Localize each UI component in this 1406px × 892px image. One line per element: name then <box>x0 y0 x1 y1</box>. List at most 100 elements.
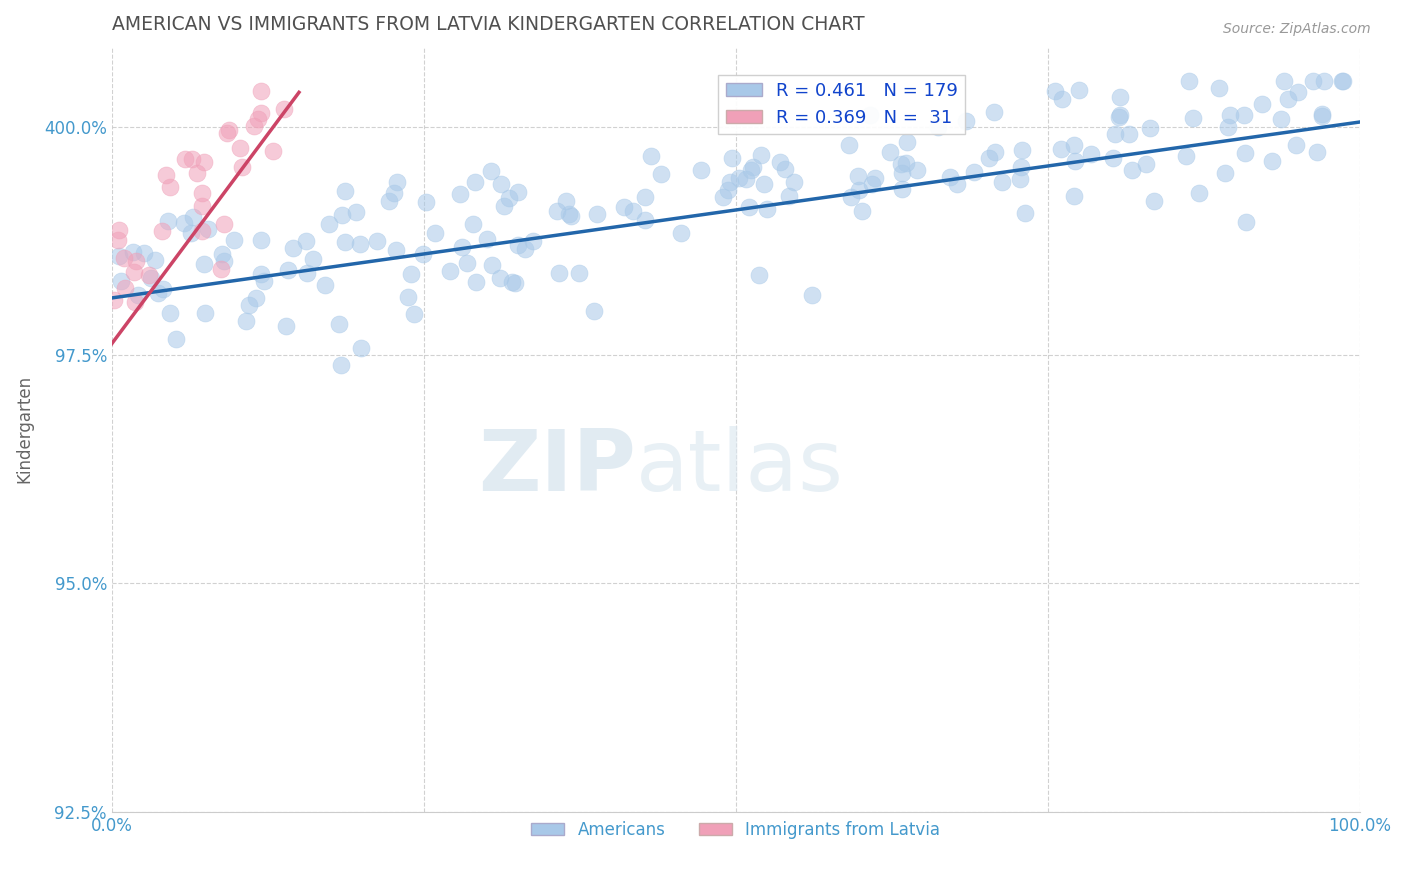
Point <box>506 185 529 199</box>
Point <box>1109 107 1132 121</box>
Point <box>439 264 461 278</box>
Point <box>146 285 169 300</box>
Point <box>181 211 204 225</box>
Point <box>186 166 208 180</box>
Point <box>778 189 800 203</box>
Point <box>329 358 352 372</box>
Point <box>690 162 713 177</box>
Point <box>494 198 516 212</box>
Point <box>114 281 136 295</box>
Point <box>464 175 486 189</box>
Point <box>939 169 962 184</box>
Point <box>181 152 204 166</box>
Point <box>314 277 336 292</box>
Point <box>396 289 419 303</box>
Point <box>742 160 765 174</box>
Point <box>235 314 257 328</box>
Point <box>890 157 912 171</box>
Point <box>124 295 146 310</box>
Point <box>1121 162 1143 177</box>
Point <box>180 227 202 241</box>
Point <box>839 190 862 204</box>
Point <box>253 274 276 288</box>
Point <box>1330 74 1353 88</box>
Point <box>1050 142 1073 156</box>
Point <box>328 318 350 332</box>
Point <box>1219 108 1241 122</box>
Point <box>863 171 886 186</box>
Point <box>277 263 299 277</box>
Point <box>1234 146 1257 161</box>
Point <box>481 259 503 273</box>
Point <box>896 135 918 149</box>
Point <box>107 249 129 263</box>
Point <box>1143 194 1166 209</box>
Point <box>415 194 437 209</box>
Point <box>231 160 253 174</box>
Point <box>838 138 860 153</box>
Point <box>489 271 512 285</box>
Point <box>344 205 367 219</box>
Point <box>1063 188 1085 202</box>
Point <box>173 216 195 230</box>
Point <box>318 217 340 231</box>
Point <box>1270 112 1292 127</box>
Point <box>1104 127 1126 141</box>
Point <box>143 252 166 267</box>
Point <box>501 275 523 289</box>
Point <box>209 261 232 276</box>
Point <box>783 175 806 189</box>
Point <box>250 233 273 247</box>
Point <box>1277 92 1299 106</box>
Point <box>735 171 758 186</box>
Point <box>773 162 796 177</box>
Point <box>546 203 568 218</box>
Point <box>1302 74 1324 88</box>
Point <box>1188 186 1211 200</box>
Point <box>456 256 478 270</box>
Point <box>927 120 949 135</box>
Point <box>879 145 901 160</box>
Point <box>489 178 512 192</box>
Point <box>503 276 526 290</box>
Point <box>1181 111 1204 125</box>
Point <box>155 168 177 182</box>
Point <box>749 148 772 162</box>
Point <box>423 227 446 241</box>
Point <box>946 177 969 191</box>
Point <box>229 141 252 155</box>
Point <box>1108 111 1130 125</box>
Point <box>350 341 373 355</box>
Point <box>1135 157 1157 171</box>
Point <box>333 235 356 249</box>
Legend: Americans, Immigrants from Latvia: Americans, Immigrants from Latvia <box>524 814 948 846</box>
Point <box>246 112 269 126</box>
Point <box>983 104 1005 119</box>
Point <box>1010 161 1032 175</box>
Point <box>891 182 914 196</box>
Point <box>1080 147 1102 161</box>
Point <box>191 224 214 238</box>
Point <box>302 252 325 266</box>
Point <box>752 177 775 191</box>
Point <box>851 203 873 218</box>
Point <box>585 207 607 221</box>
Point <box>125 253 148 268</box>
Point <box>955 114 977 128</box>
Point <box>1218 120 1240 135</box>
Point <box>554 194 576 209</box>
Point <box>402 307 425 321</box>
Point <box>1310 108 1333 122</box>
Point <box>984 145 1007 159</box>
Point <box>332 208 354 222</box>
Point <box>122 265 145 279</box>
Point <box>222 234 245 248</box>
Point <box>669 226 692 240</box>
Point <box>211 247 233 261</box>
Point <box>138 268 160 282</box>
Point <box>212 217 235 231</box>
Point <box>1208 80 1230 95</box>
Point <box>860 178 883 192</box>
Point <box>977 151 1000 165</box>
Point <box>281 242 304 256</box>
